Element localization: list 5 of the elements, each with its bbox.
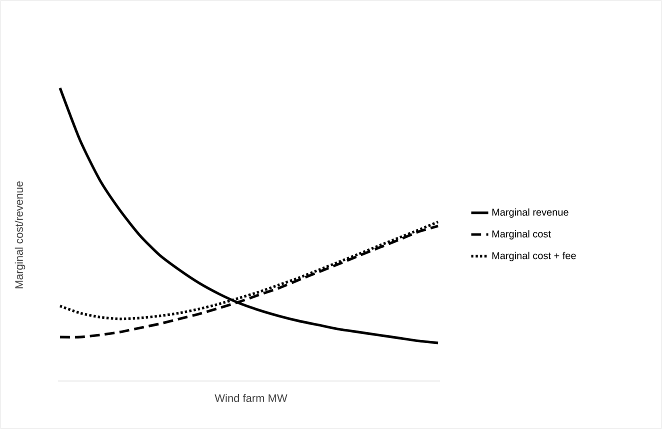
legend-label: Marginal cost + fee — [492, 252, 576, 262]
y-axis-title: Marginal cost/revenue — [14, 181, 26, 288]
legend-label: Marginal cost — [492, 230, 551, 240]
x-axis-title: Wind farm MW — [214, 394, 288, 402]
legend-label: Marginal revenue — [492, 208, 568, 218]
